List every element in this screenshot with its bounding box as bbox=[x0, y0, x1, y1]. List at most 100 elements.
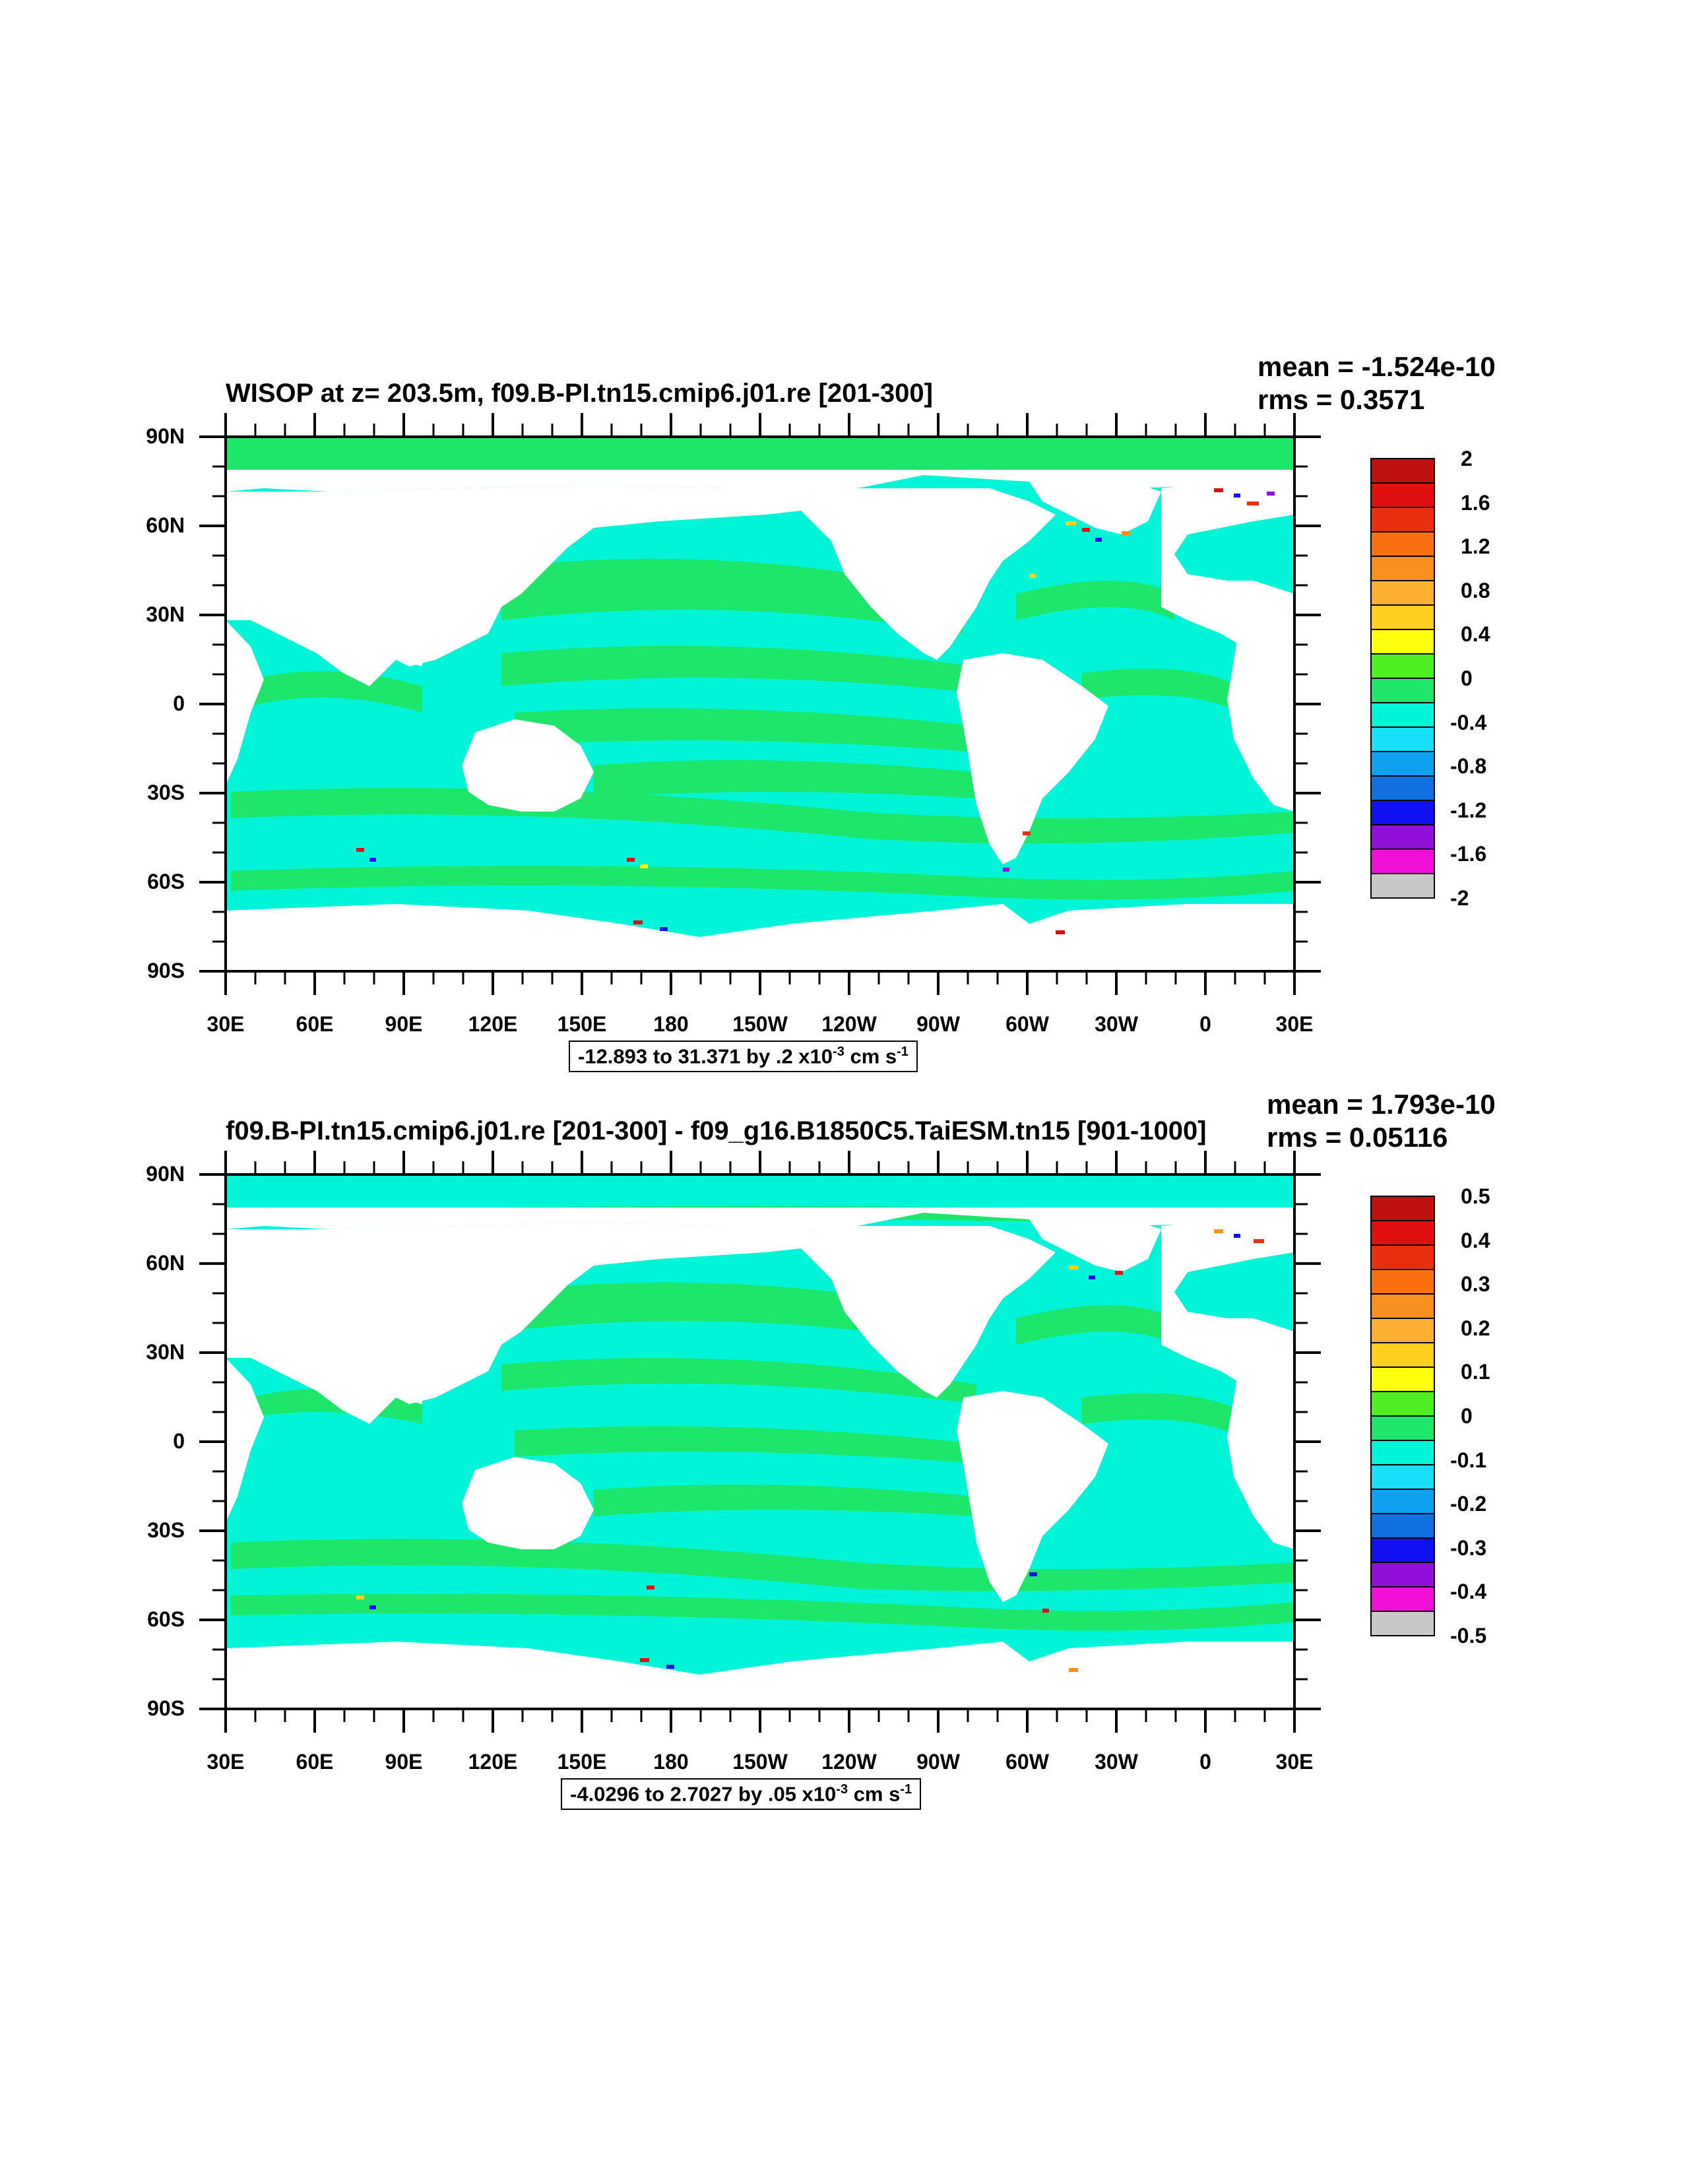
x-tick-label: 120E bbox=[468, 1750, 518, 1774]
colorbar-label: 0.3 bbox=[1461, 1272, 1490, 1297]
ocean-band bbox=[594, 760, 976, 798]
colorbar-swatch bbox=[1370, 1269, 1435, 1295]
contour-range-box: -12.893 to 31.371 by .2 x10-3 cm s-1 bbox=[569, 1041, 918, 1073]
colorbar-swatch bbox=[1370, 507, 1435, 532]
colorbar-swatch bbox=[1370, 678, 1435, 703]
y-tick-label: 90S bbox=[147, 959, 185, 982]
land-greenland bbox=[1029, 478, 1161, 534]
y-tick-label: 30S bbox=[147, 1518, 185, 1542]
y-tick-label: 60N bbox=[146, 513, 185, 537]
land-africa-left bbox=[226, 1358, 264, 1523]
y-tick-label: 30N bbox=[146, 1340, 185, 1364]
plot-title: f09.B-PI.tn15.cmip6.j01.re [201-300] - f… bbox=[226, 1116, 1207, 1145]
ocean-band bbox=[1016, 1305, 1174, 1345]
colorbar-swatch bbox=[1370, 1489, 1435, 1514]
colorbar-swatch bbox=[1370, 1440, 1435, 1465]
x-tick-label: 90E bbox=[385, 1750, 423, 1774]
land-africa-right bbox=[1227, 614, 1294, 812]
colorbar-swatch bbox=[1370, 629, 1435, 655]
colorbar-swatch bbox=[1370, 1586, 1435, 1612]
land-arctic-north bbox=[226, 1207, 1294, 1233]
colorbar-swatch bbox=[1370, 556, 1435, 581]
x-tick-label: 60E bbox=[296, 1012, 334, 1036]
map-plot-1 bbox=[199, 413, 1435, 995]
range-exponent: -3 bbox=[836, 1782, 848, 1797]
colorbar-label: 1.6 bbox=[1461, 490, 1490, 515]
colorbar-swatch bbox=[1370, 482, 1435, 508]
land-north-america bbox=[792, 488, 1056, 660]
y-tick-label: 0 bbox=[173, 1429, 185, 1453]
land-south-america bbox=[957, 1391, 1108, 1602]
ocean-band bbox=[1016, 581, 1174, 620]
colorbar-label: 2 bbox=[1461, 447, 1473, 470]
colorbar-swatch bbox=[1370, 1513, 1435, 1539]
ocean-band bbox=[594, 1485, 976, 1516]
land-south-america bbox=[957, 653, 1108, 864]
colorbar-swatch bbox=[1370, 1366, 1435, 1392]
x-tick-label: 120W bbox=[821, 1750, 877, 1774]
x-tick-label: 90W bbox=[916, 1012, 960, 1036]
x-tick-label: 120W bbox=[821, 1012, 877, 1036]
ocean-band bbox=[501, 645, 976, 693]
x-tick-label: 180 bbox=[653, 1750, 689, 1774]
colorbar-label: -2 bbox=[1450, 886, 1469, 910]
colorbar-swatch bbox=[1370, 1415, 1435, 1441]
colorbar bbox=[1370, 1196, 1435, 1636]
x-tick-label: 30E bbox=[207, 1012, 245, 1036]
colorbar-label: -0.2 bbox=[1450, 1492, 1487, 1516]
ocean-band bbox=[515, 1426, 976, 1463]
colorbar-label: 0.1 bbox=[1461, 1360, 1490, 1384]
y-tick-label: 90S bbox=[147, 1696, 185, 1720]
land-africa-left bbox=[226, 620, 264, 785]
x-tick-label: 120E bbox=[468, 1012, 518, 1036]
land-eurasia bbox=[226, 1223, 825, 1404]
mean-stat: mean = 1.793e-10 bbox=[1267, 1089, 1496, 1120]
y-tick-label: 30N bbox=[146, 602, 185, 626]
land-north-america bbox=[792, 1226, 1056, 1397]
colorbar-swatch bbox=[1370, 1464, 1435, 1490]
x-tick-label: 150W bbox=[732, 1750, 788, 1774]
colorbar-label: 0.2 bbox=[1461, 1316, 1490, 1340]
colorbar-swatch bbox=[1370, 1537, 1435, 1563]
y-tick-label: 60S bbox=[147, 870, 185, 893]
range-unit: cm s bbox=[848, 1782, 901, 1806]
colorbar-label: -0.3 bbox=[1450, 1535, 1487, 1560]
ocean-band bbox=[1082, 1393, 1240, 1437]
land-greenland bbox=[1029, 1216, 1161, 1272]
colorbar-swatch bbox=[1370, 1318, 1435, 1343]
y-tick-label: 30S bbox=[147, 781, 185, 804]
land-eurasia bbox=[226, 485, 825, 666]
colorbar-swatch bbox=[1370, 1220, 1435, 1246]
colorbar bbox=[1370, 458, 1435, 899]
rms-stat: rms = 0.05116 bbox=[1267, 1122, 1448, 1153]
colorbar-swatch bbox=[1370, 751, 1435, 777]
colorbar-label: -0.5 bbox=[1450, 1624, 1487, 1648]
colorbar-swatch bbox=[1370, 873, 1435, 899]
x-tick-label: 150E bbox=[557, 1012, 607, 1036]
x-tick-label: 30W bbox=[1095, 1012, 1138, 1036]
x-tick-label: 150E bbox=[557, 1750, 607, 1774]
land-africa-right bbox=[1227, 1351, 1294, 1549]
range-unit-exponent: -1 bbox=[897, 1044, 908, 1059]
colorbar-swatch bbox=[1370, 726, 1435, 752]
axis-ticks bbox=[199, 413, 1321, 995]
colorbar-label: -0.4 bbox=[1450, 710, 1487, 734]
colorbar-label: -0.1 bbox=[1450, 1448, 1487, 1472]
contour-range-box: -4.0296 to 2.7027 by .05 x10-3 cm s-1 bbox=[561, 1778, 922, 1811]
range-unit: cm s bbox=[844, 1044, 897, 1068]
colorbar-swatch bbox=[1370, 1196, 1435, 1221]
land-antarctica bbox=[226, 1642, 1294, 1709]
colorbar-swatch bbox=[1370, 580, 1435, 606]
x-tick-label: 30E bbox=[1275, 1750, 1314, 1774]
axis-ticks bbox=[199, 1151, 1321, 1733]
x-tick-label: 30E bbox=[1275, 1012, 1314, 1036]
x-tick-label: 30W bbox=[1095, 1750, 1138, 1774]
colorbar-swatch bbox=[1370, 775, 1435, 801]
colorbar-swatch bbox=[1370, 1244, 1435, 1270]
colorbar-swatch bbox=[1370, 1391, 1435, 1417]
x-tick-label: 30E bbox=[207, 1750, 245, 1774]
y-tick-label: 90N bbox=[146, 424, 185, 448]
land-arabia-india bbox=[277, 1371, 422, 1424]
colorbar-label: -0.4 bbox=[1450, 1580, 1487, 1604]
rms-stat: rms = 0.3571 bbox=[1258, 384, 1425, 415]
